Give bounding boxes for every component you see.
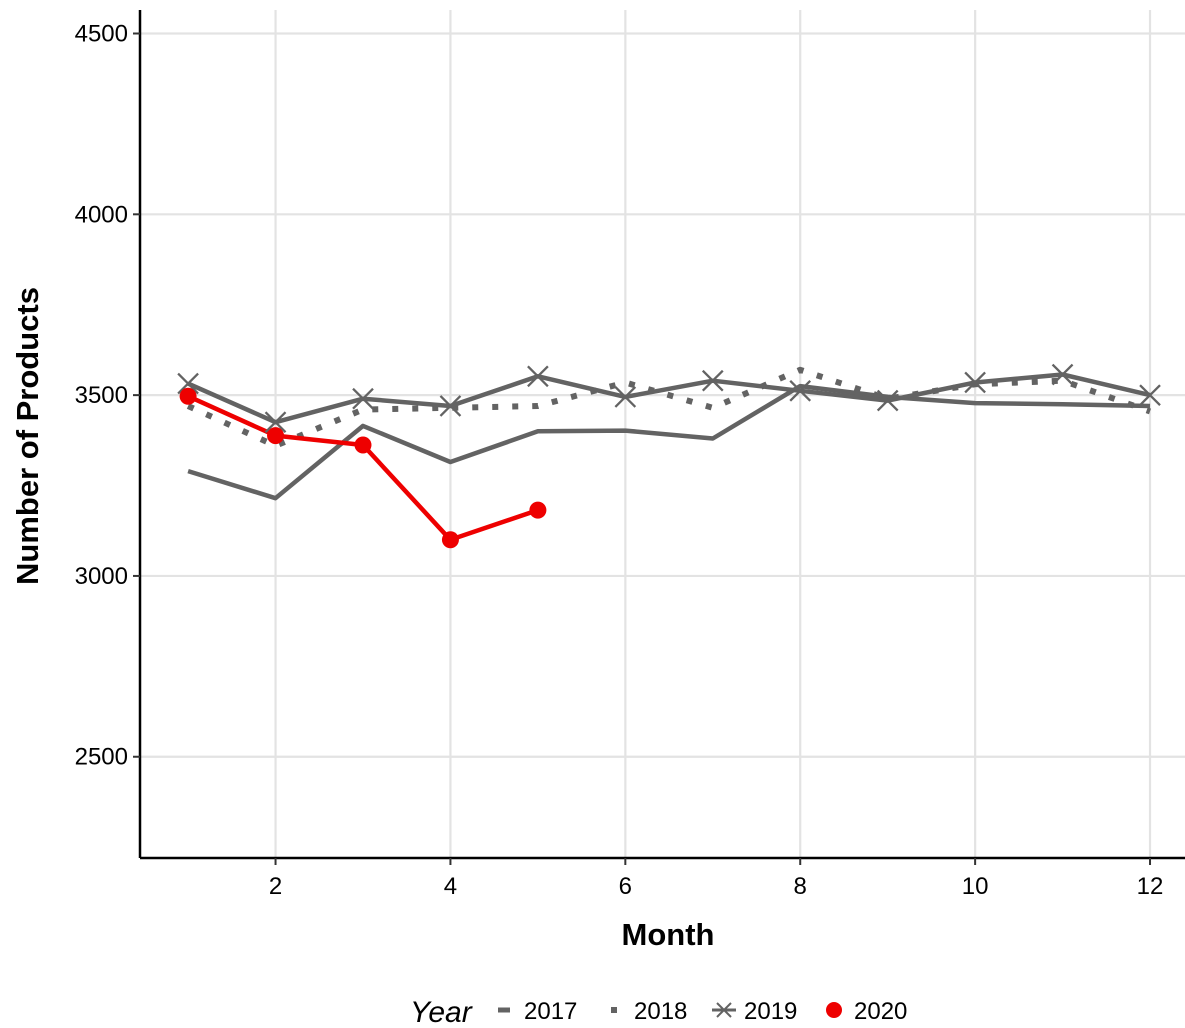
series-marker-2019-2 <box>264 411 287 434</box>
y-tick-label-3000: 3000 <box>75 563 128 590</box>
series-marker-2019-6 <box>614 386 637 408</box>
series-marker-2019-5 <box>527 365 549 388</box>
legend-item-2017: 2017 <box>498 998 577 1025</box>
series-marker-2020-1 <box>179 387 197 405</box>
x-tick-label-10: 10 <box>962 873 989 900</box>
series-marker-2020-4 <box>441 531 459 549</box>
legend-label-2017: 2017 <box>524 998 577 1025</box>
series-marker-2019-10 <box>964 371 986 394</box>
legend-item-2018: 2018 <box>611 998 687 1025</box>
y-tick-label-4000: 4000 <box>75 201 128 228</box>
x-tick-label-4: 4 <box>444 873 457 900</box>
legend: Year 2017 2018 2019 2020 <box>410 996 907 1028</box>
series-marker-2019-1 <box>177 372 199 395</box>
legend-key-2020 <box>826 1002 842 1018</box>
legend-label-2020: 2020 <box>854 998 907 1025</box>
x-tick-label-8: 8 <box>794 873 807 900</box>
y-tick-label-2500: 2500 <box>75 744 128 771</box>
series-marker-2019-11 <box>1051 363 1074 386</box>
series-line-2017 <box>187 383 1151 501</box>
series-marker-2019-4 <box>439 395 462 417</box>
legend-item-2020: 2020 <box>826 998 907 1025</box>
y-axis-title: Number of Products <box>10 287 45 585</box>
series-line-2019 <box>187 372 1151 425</box>
series-marker-2020-3 <box>354 436 372 454</box>
legend-label-2019: 2019 <box>744 998 797 1025</box>
x-tick-label-2: 2 <box>269 873 282 900</box>
series-marker-2019-7 <box>701 369 724 392</box>
legend-item-2019: 2019 <box>712 998 797 1025</box>
legend-items: 2017 2018 2019 2020 <box>498 998 907 1025</box>
x-axis-ticks: 2 4 6 8 10 12 <box>269 858 1164 900</box>
series-marker-2019-8 <box>789 379 812 402</box>
legend-label-2018: 2018 <box>634 998 687 1025</box>
series-markers <box>177 363 1161 549</box>
series-marker-2019-12 <box>1139 384 1161 406</box>
series-marker-2020-5 <box>529 501 547 519</box>
y-tick-label-4500: 4500 <box>75 21 128 48</box>
series-marker-2019-3 <box>352 387 374 410</box>
series-marker-2019-9 <box>876 389 899 412</box>
legend-key-2019 <box>712 1002 736 1018</box>
y-axis-ticks: 2500 3000 3500 4000 4500 <box>75 21 140 771</box>
series-marker-2020-2 <box>267 427 285 445</box>
x-tick-label-12: 12 <box>1137 873 1164 900</box>
series-line-2018 <box>186 366 1151 449</box>
y-tick-label-3500: 3500 <box>75 382 128 409</box>
x-axis-title: Month <box>622 917 715 952</box>
legend-title: Year <box>410 996 473 1028</box>
x-tick-label-6: 6 <box>619 873 632 900</box>
